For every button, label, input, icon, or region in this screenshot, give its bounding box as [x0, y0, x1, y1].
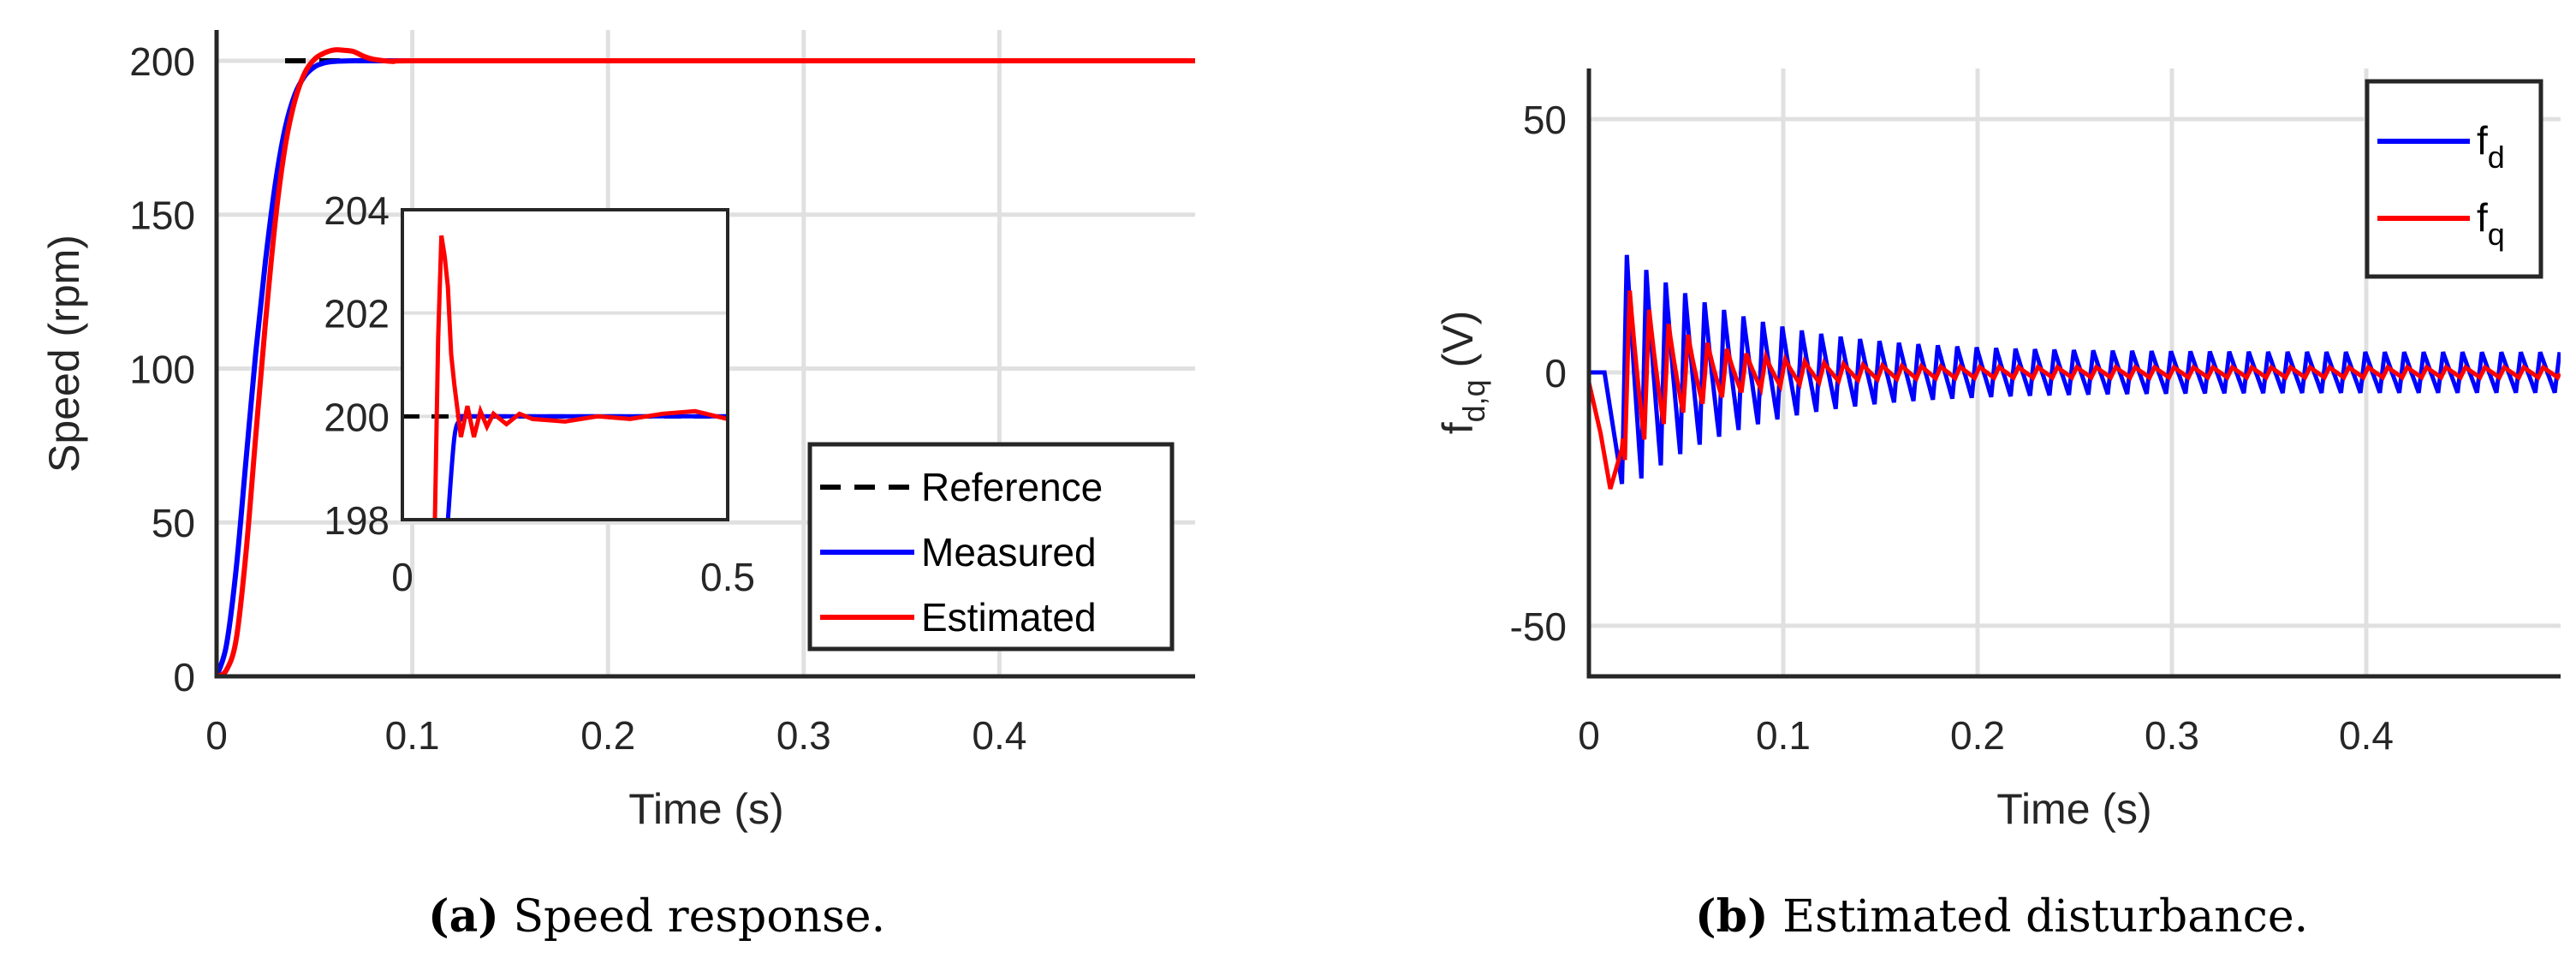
- chart-a-inset-yticks: 198 200 202 204: [324, 188, 390, 543]
- chart-b-xticks: 0 0.1 0.2 0.3 0.4: [1578, 713, 2394, 758]
- chart-a-axes: [214, 30, 1195, 679]
- x-tick-label: 0: [205, 713, 228, 758]
- y-tick-label: 0: [1544, 351, 1567, 396]
- chart-b-axes: [1586, 68, 2561, 679]
- chart-a-yticks: 0 50 100 150 200: [129, 39, 195, 699]
- x-tick-label: 0.4: [2339, 713, 2394, 758]
- inset-x-tick-label: 0.5: [700, 555, 755, 599]
- x-tick-label: 0.2: [1950, 713, 2005, 758]
- chart-a-xlabel: Time (s): [628, 785, 783, 833]
- y-tick-label: 50: [152, 501, 195, 545]
- chart-a-legend-reference: Reference: [921, 465, 1103, 509]
- chart-b-legend-box: [2365, 79, 2543, 279]
- caption-b-label: (b): [1695, 890, 1769, 943]
- y-tick-label: 0: [173, 655, 195, 699]
- chart-a-inset-estimated: [432, 235, 728, 520]
- chart-a-inset-background: [402, 210, 728, 520]
- chart-a-legend-estimated: Estimated: [921, 595, 1097, 640]
- chart-b-legend-fd: fd: [2477, 118, 2505, 175]
- x-tick-label: 0: [1578, 713, 1600, 758]
- y-tick-label: 50: [1523, 98, 1567, 142]
- y-tick-label: 150: [129, 193, 195, 238]
- x-tick-label: 0.3: [2145, 713, 2199, 758]
- chart-b-legend: fd fq: [2365, 79, 2543, 279]
- chart-a-xticks: 0 0.1 0.2 0.3 0.4: [205, 713, 1026, 758]
- inset-y-tick-label: 204: [324, 188, 390, 233]
- x-tick-label: 0.1: [1756, 713, 1811, 758]
- chart-b-xlabel: Time (s): [1996, 785, 2151, 833]
- x-tick-label: 0.4: [972, 713, 1026, 758]
- caption-a: (a) Speed response.: [428, 890, 885, 943]
- x-tick-label: 0.2: [580, 713, 635, 758]
- chart-b-ylabel: fd,q(V): [1434, 311, 1491, 435]
- inset-y-tick-label: 202: [324, 292, 390, 336]
- chart-a-inset-frame: [401, 208, 729, 521]
- chart-a-legend: Reference Measured Estimated: [807, 442, 1175, 652]
- chart-a-legend-measured: Measured: [921, 530, 1097, 574]
- x-tick-label: 0.1: [385, 713, 440, 758]
- caption-b-text: Estimated disturbance.: [1782, 891, 2309, 943]
- chart-b-yticks: -50 0 50: [1510, 98, 1567, 649]
- y-tick-label: 100: [129, 347, 195, 391]
- chart-b-series-fd: [1589, 254, 2561, 485]
- chart-a-ylabel: Speed (rpm): [40, 235, 88, 473]
- chart-b-series-fq: [1589, 290, 2561, 490]
- caption-a-label: (a): [428, 890, 499, 943]
- chart-a: 0 0.1 0.2 0.3 0.4 0 50 100 150 200 Time (s) Spee…: [40, 30, 1195, 833]
- caption-a-text: Speed response.: [513, 891, 886, 943]
- inset-y-tick-label: 200: [324, 395, 390, 439]
- y-tick-label: 200: [129, 39, 195, 84]
- x-tick-label: 0.3: [776, 713, 831, 758]
- chart-a-series-estimated: [217, 47, 1195, 676]
- chart-b-legend-fq: fq: [2477, 195, 2505, 252]
- y-tick-label: -50: [1510, 604, 1567, 649]
- inset-y-tick-label: 198: [324, 498, 390, 543]
- chart-a-inset-xticks: 0 0.5: [391, 555, 755, 599]
- inset-x-tick-label: 0: [391, 555, 413, 599]
- chart-b: 0 0.1 0.2 0.3 0.4 -50 0 50 Time (s) fd,q(V) fd…: [1434, 68, 2561, 833]
- caption-b: (b) Estimated disturbance.: [1695, 890, 2308, 943]
